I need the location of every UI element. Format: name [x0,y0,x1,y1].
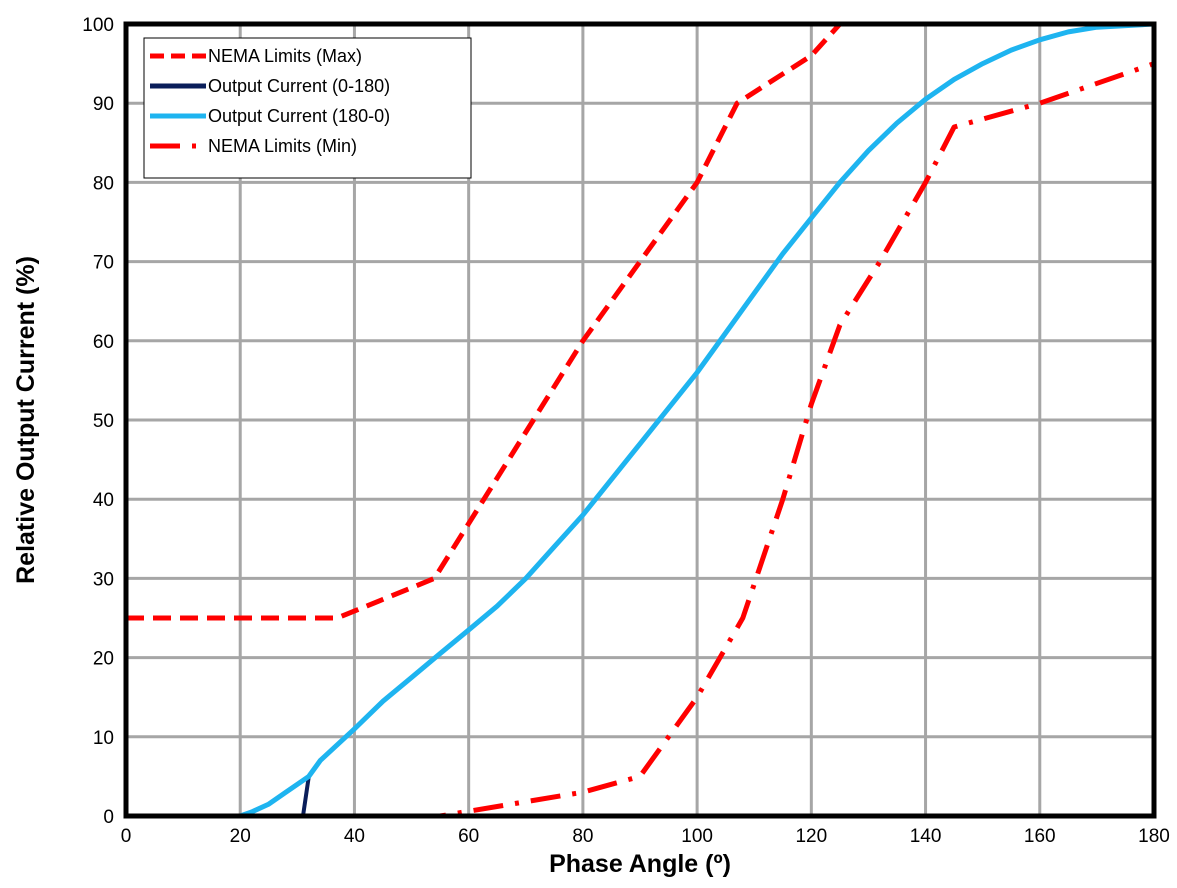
y-tick-label: 90 [93,94,114,115]
series-line-2 [126,21,1155,819]
series-line-0 [126,21,1154,621]
y-tick-label: 60 [93,332,114,353]
x-tick-label: 140 [910,826,942,847]
legend-label: Output Current (0-180) [208,76,390,96]
y-tick-label: 70 [93,253,114,274]
y-tick-label: 40 [93,490,114,511]
x-axis-ticks: 0 20 40 60 80 100 120 140 160 180 [121,826,1170,847]
x-tick-label: 0 [121,826,132,847]
plot-frame [123,21,1157,819]
y-axis-ticks: 0 10 20 30 40 50 60 70 80 90 100 [82,15,114,828]
y-tick-label: 30 [93,569,114,590]
x-tick-label: 120 [795,826,827,847]
y-tick-label: 100 [82,15,114,36]
x-tick-label: 180 [1138,826,1170,847]
series-line-3 [126,61,1155,819]
y-axis-title: Relative Output Current (%) [12,256,40,584]
legend-label: NEMA Limits (Min) [208,136,357,156]
y-tick-label: 20 [93,649,114,670]
x-tick-label: 160 [1024,826,1056,847]
legend-box [143,37,472,179]
y-tick-label: 10 [93,728,114,749]
y-tick-label: 50 [93,411,114,432]
x-axis-title: Phase Angle (º) [549,850,731,878]
y-tick-label: 80 [93,173,114,194]
y-tick-label: 0 [103,807,114,828]
x-tick-label: 20 [230,826,251,847]
x-tick-label: 40 [344,826,365,847]
legend: NEMA Limits (Max) Output Current (0-180) O… [143,37,472,179]
legend-label: Output Current (180-0) [208,106,390,126]
x-tick-label: 80 [572,826,593,847]
series-lines [126,21,1155,819]
x-tick-label: 60 [458,826,479,847]
legend-label: NEMA Limits (Max) [208,46,362,66]
x-tick-label: 100 [681,826,713,847]
